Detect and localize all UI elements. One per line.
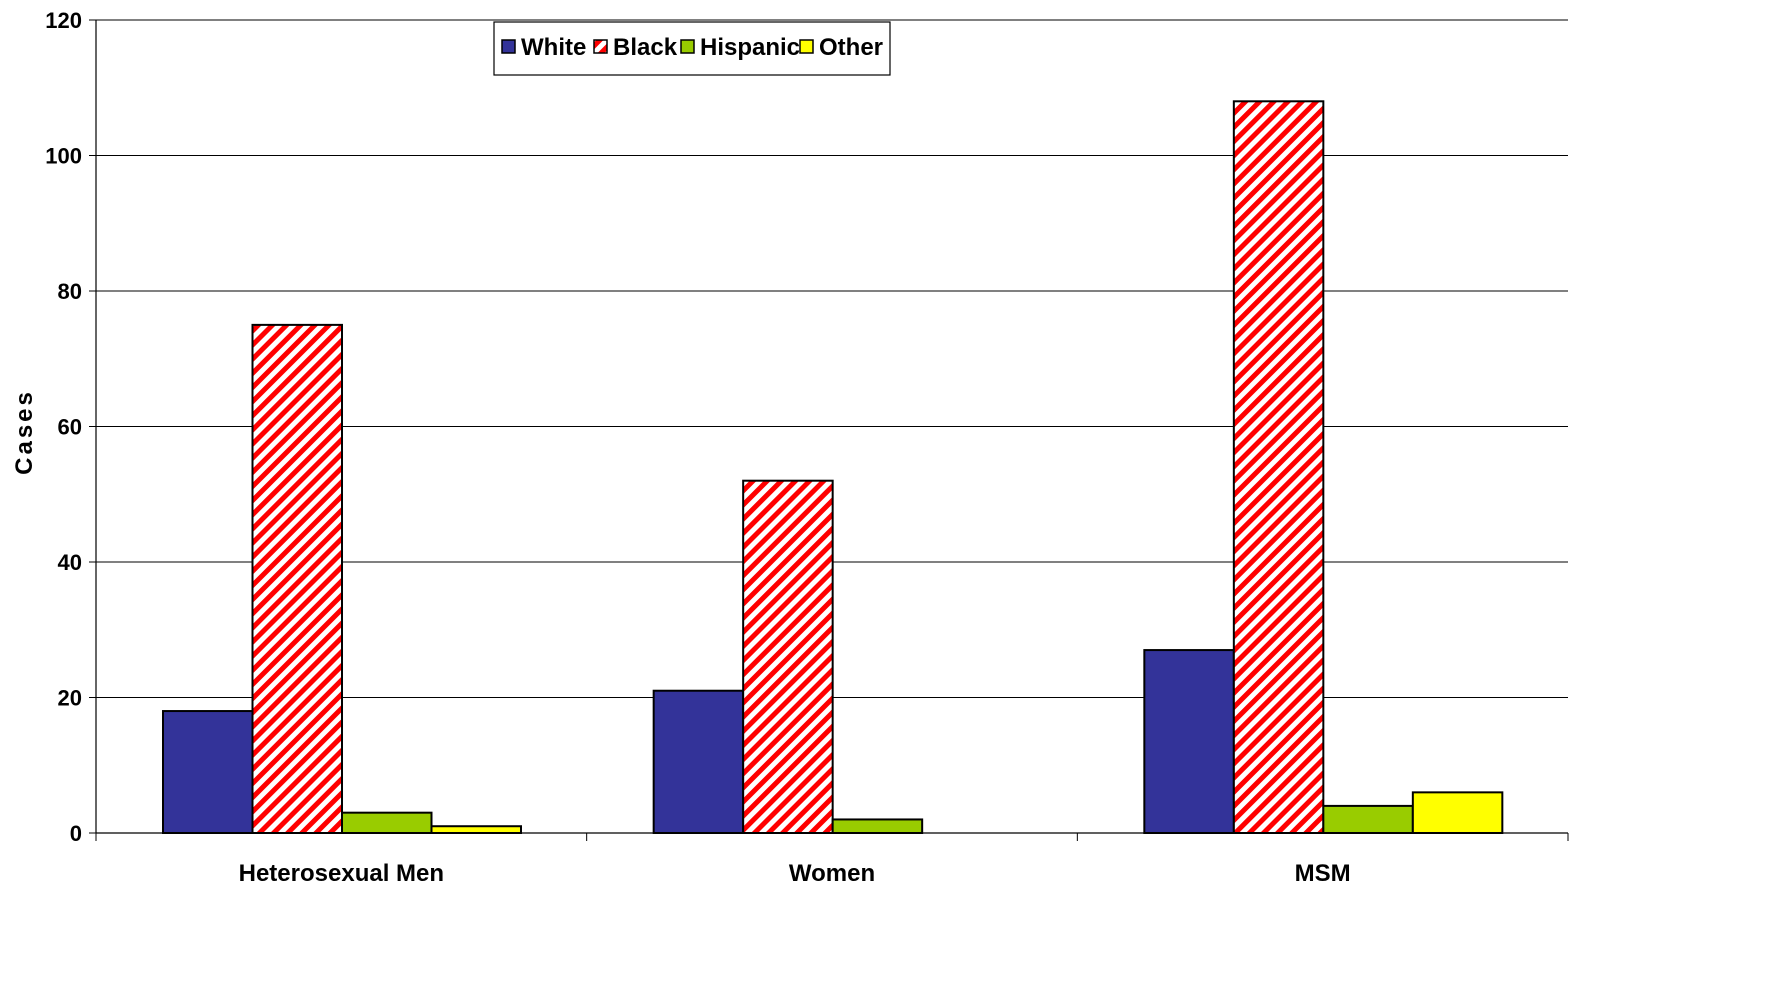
- legend-swatch-hispanic: [680, 39, 695, 54]
- bars: [162, 100, 1504, 835]
- bar-hispanic-0: [341, 811, 433, 834]
- bar-black-1: [742, 479, 834, 834]
- y-tick-label: 60: [58, 415, 82, 440]
- bar-white-0: [162, 710, 254, 834]
- y-tick-label: 0: [70, 821, 82, 846]
- legend-swatch-white: [501, 39, 516, 54]
- legend-label-black: Black: [613, 34, 678, 61]
- axis-labels: 0 20 40 60 80 100 120 Heterosexual Men Women MSM: [45, 8, 1350, 887]
- legend-label-other: Other: [819, 34, 883, 61]
- bar-hispanic-1: [831, 818, 924, 835]
- bar-white-2: [1143, 649, 1235, 835]
- y-tick-label: 20: [58, 686, 82, 711]
- x-category-label: Women: [789, 860, 875, 887]
- y-tick-label: 40: [58, 550, 82, 575]
- y-tick-label: 80: [58, 279, 82, 304]
- y-tick-label: 120: [45, 8, 82, 33]
- bar-other-2: [1411, 791, 1504, 834]
- bar-black-0: [251, 323, 343, 834]
- x-category-label: Heterosexual Men: [239, 860, 444, 887]
- axes: [89, 19, 1569, 841]
- bar-white-1: [652, 689, 745, 834]
- bar-hispanic-2: [1322, 804, 1414, 835]
- legend: White Black Hispanic Other: [493, 21, 891, 76]
- legend-swatch-black: [593, 39, 608, 54]
- x-category-label: MSM: [1295, 860, 1351, 887]
- bar-other-0: [430, 825, 522, 834]
- legend-swatch-other: [799, 39, 814, 54]
- bar-black-2: [1232, 100, 1325, 835]
- legend-label-hispanic: Hispanic: [700, 34, 800, 61]
- y-tick-label: 100: [45, 144, 82, 169]
- y-axis-title: Cases: [11, 389, 38, 475]
- legend-label-white: White: [521, 34, 586, 61]
